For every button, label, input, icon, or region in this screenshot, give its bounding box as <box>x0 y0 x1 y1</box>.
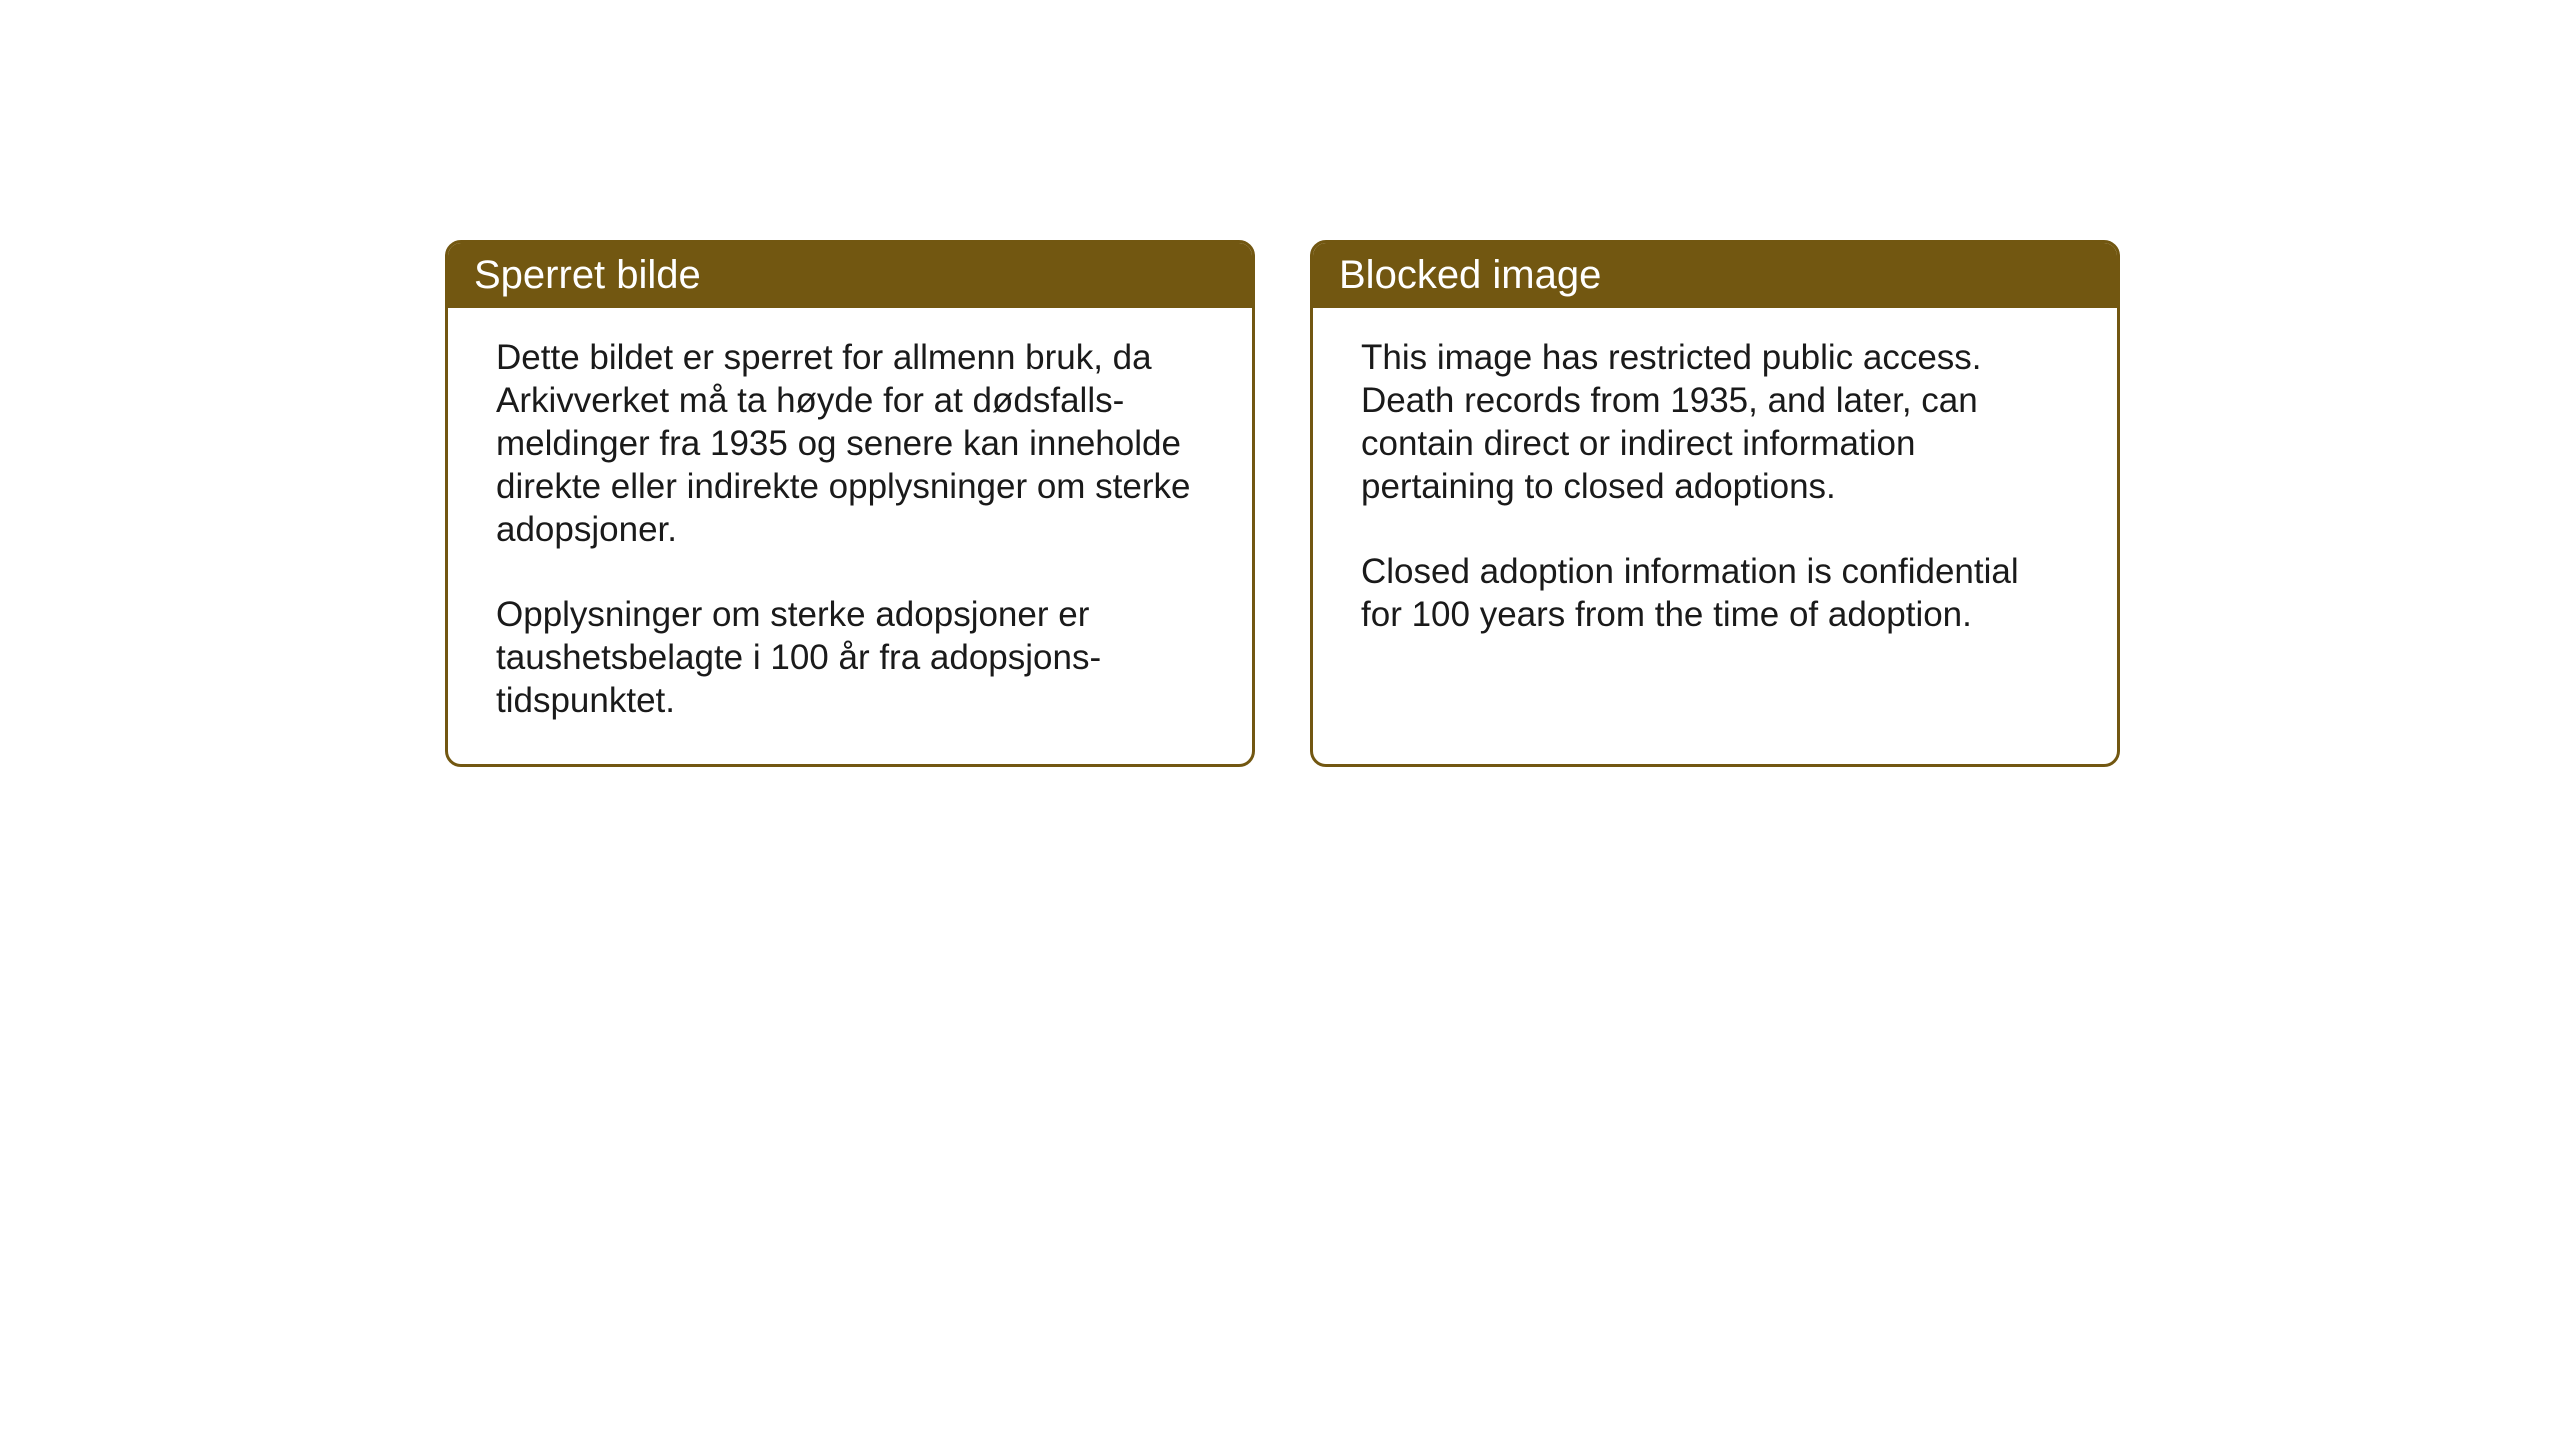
notice-paragraph-2-english: Closed adoption information is confident… <box>1361 550 2069 636</box>
notice-body-english: This image has restricted public access.… <box>1313 308 2117 678</box>
notice-header-norwegian: Sperret bilde <box>448 243 1252 308</box>
notice-paragraph-2-norwegian: Opplysninger om sterke adopsjoner er tau… <box>496 593 1204 722</box>
notice-paragraph-1-norwegian: Dette bildet er sperret for allmenn bruk… <box>496 336 1204 551</box>
notice-box-english: Blocked image This image has restricted … <box>1310 240 2120 767</box>
notice-title-norwegian: Sperret bilde <box>474 253 701 297</box>
notice-container: Sperret bilde Dette bildet er sperret fo… <box>445 240 2120 767</box>
notice-paragraph-1-english: This image has restricted public access.… <box>1361 336 2069 508</box>
notice-title-english: Blocked image <box>1339 253 1601 297</box>
notice-box-norwegian: Sperret bilde Dette bildet er sperret fo… <box>445 240 1255 767</box>
notice-body-norwegian: Dette bildet er sperret for allmenn bruk… <box>448 308 1252 764</box>
notice-header-english: Blocked image <box>1313 243 2117 308</box>
